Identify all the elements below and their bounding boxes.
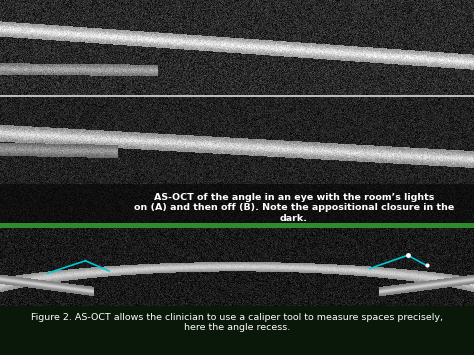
Text: Figure 2. AS-OCT allows the clinician to use a caliper tool to measure spaces pr: Figure 2. AS-OCT allows the clinician to… xyxy=(31,313,443,332)
Bar xyxy=(0,95,474,97)
Bar xyxy=(0,306,474,355)
Text: AS-OCT of the angle in an eye with the room’s lights
on (A) and then off (B). No: AS-OCT of the angle in an eye with the r… xyxy=(134,193,454,223)
Bar xyxy=(0,223,474,228)
